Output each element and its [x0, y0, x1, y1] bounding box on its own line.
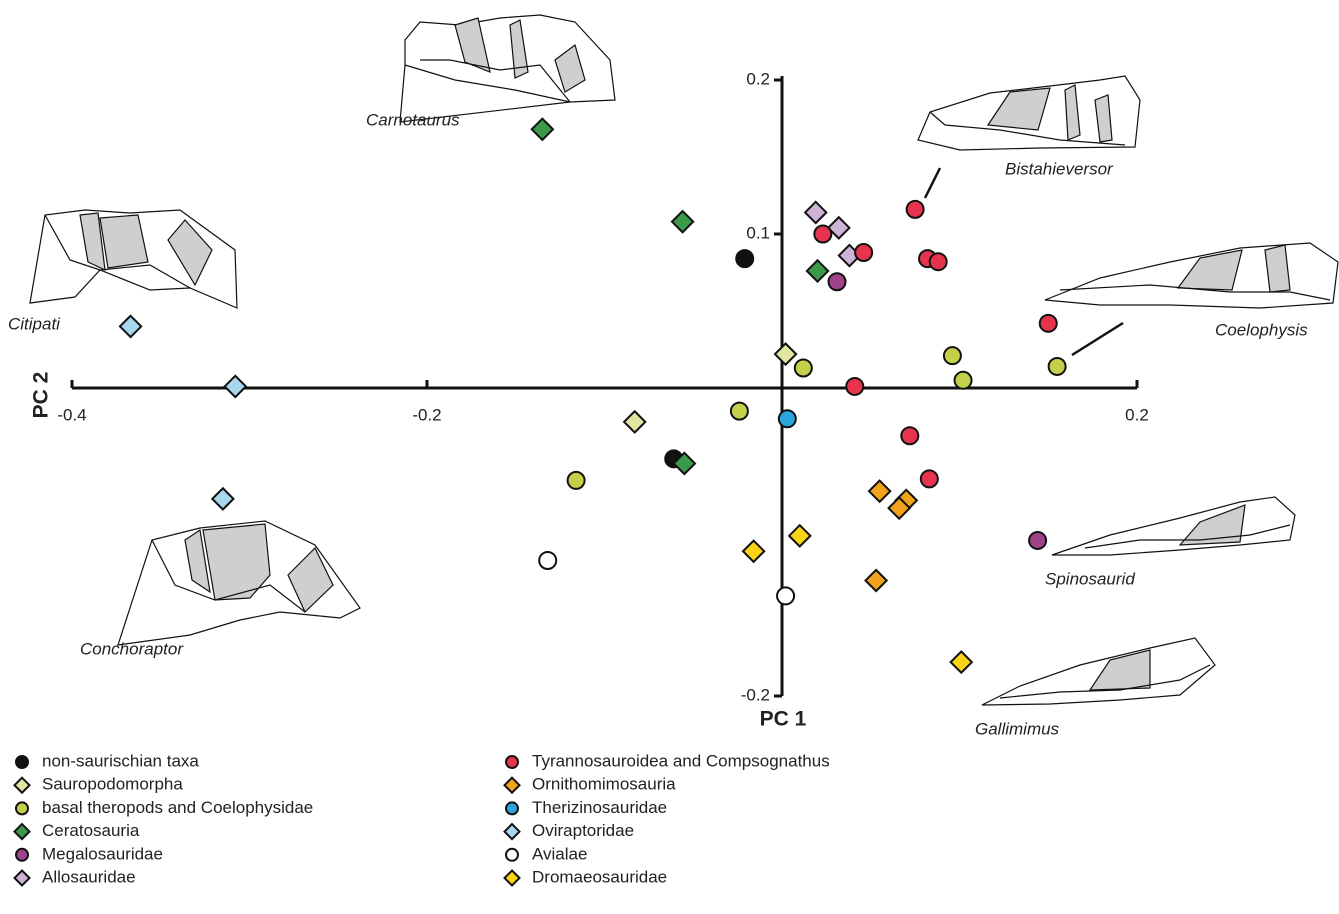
- y-tick-label: -0.2: [741, 685, 770, 704]
- legend-marker: [505, 847, 519, 862]
- point: [826, 215, 851, 240]
- point: [776, 586, 796, 606]
- leader-line: [1071, 321, 1124, 357]
- point: [622, 409, 647, 434]
- legend-marker: [13, 776, 31, 795]
- legend-label: Dromaeosauridae: [532, 867, 667, 886]
- annotation: Conchoraptor: [80, 639, 184, 658]
- point: [672, 451, 697, 476]
- skull-bistahieversor: [917, 75, 1141, 151]
- point: [919, 469, 939, 489]
- legend-marker: [505, 755, 519, 769]
- skull-gallimimus: [981, 637, 1216, 706]
- x-tick-label: -0.4: [57, 405, 86, 424]
- point: [942, 346, 962, 366]
- skull-coelophysis: [1044, 242, 1339, 309]
- annotation: Bistahieversor: [1005, 159, 1114, 178]
- point: [805, 258, 830, 283]
- point: [887, 496, 912, 521]
- point: [223, 374, 248, 399]
- legend-label: Ornithomimosauria: [532, 775, 676, 794]
- point: [949, 650, 974, 675]
- skull-conchoraptor: [117, 520, 361, 646]
- point: [773, 342, 798, 367]
- point: [827, 272, 847, 292]
- point: [530, 117, 555, 142]
- annotation: Citipati: [8, 314, 61, 333]
- point: [538, 550, 558, 570]
- point: [729, 401, 749, 421]
- point: [566, 470, 586, 490]
- point: [1047, 356, 1067, 376]
- legend-label: Tyrannosauroidea and Compsognathus: [532, 751, 830, 770]
- point: [900, 426, 920, 446]
- point: [735, 249, 755, 269]
- point: [1038, 313, 1058, 333]
- legend-label: non-saurischian taxa: [42, 751, 199, 770]
- legend-marker: [503, 869, 521, 887]
- legend-label: Megalosauridae: [42, 844, 163, 863]
- point: [793, 358, 813, 378]
- point: [953, 370, 973, 390]
- legend-marker: [15, 801, 29, 816]
- legend-label: Allosauridae: [42, 867, 136, 886]
- point: [813, 224, 833, 244]
- y-tick-label: 0.2: [746, 69, 770, 88]
- legend-label: Ceratosauria: [42, 821, 140, 840]
- annotation: Carnotaurus: [366, 110, 460, 129]
- annotation: Spinosaurid: [1045, 569, 1135, 588]
- legend-marker: [503, 822, 521, 841]
- annotation: Coelophysis: [1215, 320, 1308, 339]
- legend-marker: [503, 776, 521, 795]
- legend-label: Sauropodomorpha: [42, 775, 183, 794]
- point: [210, 486, 235, 511]
- point: [864, 568, 889, 593]
- legend-label: Avialae: [532, 844, 587, 863]
- y-axis-label: PC 2: [30, 372, 53, 419]
- legend-label: Oviraptoridae: [532, 821, 634, 840]
- point: [803, 200, 828, 225]
- skull-spinosaurid: [1051, 496, 1296, 556]
- y-tick-label: 0.1: [746, 223, 770, 242]
- point: [118, 314, 143, 339]
- annotation: Gallimimus: [975, 719, 1060, 738]
- point: [905, 199, 925, 219]
- legend-marker: [15, 847, 29, 862]
- x-tick-label: -0.2: [412, 405, 441, 424]
- point: [741, 539, 766, 564]
- point: [670, 209, 695, 234]
- point: [928, 252, 948, 272]
- x-tick-label: 0.2: [1125, 405, 1149, 424]
- point: [854, 242, 874, 262]
- legend-marker: [505, 801, 519, 816]
- legend-marker: [13, 822, 31, 841]
- leader-line: [923, 167, 942, 199]
- point: [867, 479, 892, 504]
- legend-marker: [13, 869, 31, 887]
- legend-marker: [15, 755, 29, 769]
- point: [1028, 530, 1048, 550]
- legend-label: Therizinosauridae: [532, 798, 667, 817]
- skull-citipati: [29, 209, 238, 309]
- point: [777, 409, 797, 429]
- point: [845, 376, 865, 396]
- legend-label: basal theropods and Coelophysidae: [42, 798, 313, 817]
- skull-carnotaurus: [399, 14, 616, 123]
- point: [787, 523, 812, 548]
- x-axis-label: PC 1: [760, 708, 807, 731]
